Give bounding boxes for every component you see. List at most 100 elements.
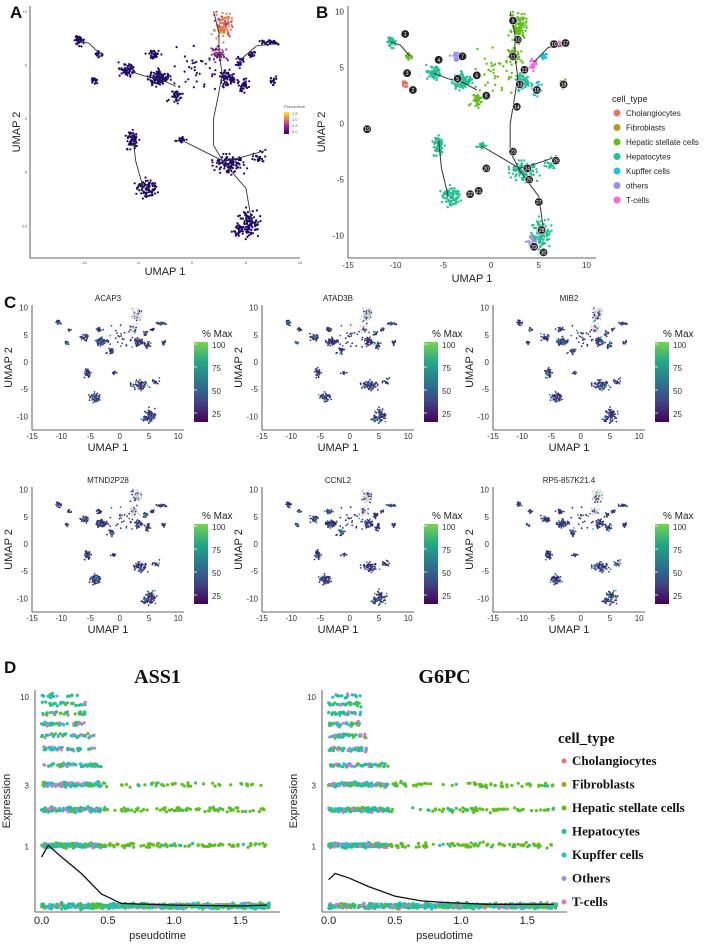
panel-c-point — [600, 336, 602, 339]
panel-c-point — [96, 575, 98, 578]
panel-b-y-tick: 10 — [335, 8, 344, 17]
panel-b-point — [438, 72, 441, 75]
panel-c-point — [320, 371, 323, 374]
panel-c-point — [583, 338, 586, 341]
panel-a-point — [238, 67, 241, 70]
panel-b-point — [528, 235, 532, 239]
panel-c-x-tick: 0 — [347, 432, 352, 441]
panel-c-x-tick: -15 — [487, 432, 499, 441]
panel-b-point — [483, 57, 486, 60]
panel-b-point — [532, 69, 535, 73]
panel-a-point — [234, 230, 237, 233]
panel-c-point — [612, 328, 615, 330]
panel-a-point — [242, 78, 245, 81]
panel-c-point — [563, 328, 565, 331]
panel-a-point — [172, 95, 176, 98]
panel-b-node-label: 3 — [406, 71, 409, 77]
panel-a-point — [152, 50, 155, 53]
panel-c-point — [565, 341, 568, 344]
panel-c-point — [615, 420, 618, 423]
panel-b-point — [548, 245, 551, 248]
panel-c-point — [286, 323, 289, 326]
panel-c-point — [370, 380, 373, 383]
panel-c-legend-tick: 75 — [212, 364, 221, 373]
panel-c-point — [613, 382, 616, 384]
panel-a-point — [215, 47, 218, 50]
panel-c-y-tick: -5 — [21, 385, 29, 394]
panel-b-point — [530, 172, 533, 176]
panel-c-point — [367, 313, 370, 315]
panel-a-point — [215, 13, 218, 16]
panel-c-x-tick: 5 — [147, 432, 152, 441]
panel-c-point — [364, 342, 367, 345]
panel-c-point — [379, 417, 381, 419]
panel-c-point — [109, 334, 112, 337]
panel-c-point — [133, 310, 136, 313]
panel-c-point — [365, 345, 368, 348]
panel-c-point — [599, 344, 602, 346]
panel-c-point — [59, 503, 62, 506]
panel-c-point — [605, 332, 608, 335]
panel-b-point — [410, 55, 414, 58]
panel-b-point — [405, 54, 408, 57]
panel-c-point — [375, 333, 377, 336]
panel-c-point — [141, 341, 143, 343]
panel-c-point — [596, 307, 599, 310]
panel-c-point — [84, 368, 87, 370]
panel-a-point — [141, 181, 145, 184]
panel-b-point — [434, 136, 437, 140]
panel-b-point — [425, 77, 429, 80]
panel-b-point — [517, 52, 520, 56]
panel-c-point — [385, 382, 388, 384]
panel-c-point — [586, 344, 589, 347]
panel-c-y-tick: 5 — [254, 331, 259, 340]
panel-b-point — [433, 141, 436, 144]
panel-c-point — [374, 418, 376, 421]
panel-a-point — [165, 78, 168, 81]
panel-c-point — [68, 329, 71, 332]
panel-b-point — [394, 43, 397, 46]
panel-a-point — [143, 184, 146, 187]
panel-a-point — [214, 54, 217, 57]
panel-a-point — [148, 184, 151, 188]
panel-a-point — [98, 55, 101, 58]
panel-a-point — [154, 192, 157, 195]
panel-c-point — [83, 372, 86, 375]
panel-b-point — [432, 74, 435, 77]
panel-c-x-tick: 0 — [578, 432, 583, 441]
panel-b-point — [494, 83, 497, 87]
panel-a-point — [238, 157, 241, 160]
panel-c-point — [601, 418, 604, 421]
panel-a-point — [248, 80, 251, 83]
panel-c-point — [552, 397, 555, 400]
panel-a-point — [174, 90, 177, 94]
panel-b-point — [439, 141, 442, 144]
panel-a-point — [237, 84, 240, 87]
panel-a-point — [181, 92, 184, 95]
panel-c-point — [582, 342, 585, 345]
panel-a-point — [225, 57, 228, 60]
panel-a-point — [243, 91, 246, 94]
panel-c-point — [100, 336, 103, 339]
panel-a-point — [215, 52, 218, 55]
panel-b-node-label: 29 — [531, 245, 537, 251]
panel-b-point — [507, 76, 511, 79]
panel-c-point — [361, 387, 363, 389]
panel-b-point — [521, 18, 525, 22]
panel-b-point — [521, 61, 524, 64]
panel-c-point — [97, 581, 100, 584]
panel-c-point — [388, 323, 391, 325]
panel-a-point — [258, 159, 261, 162]
panel-c-point — [140, 311, 143, 314]
panel-c-point — [548, 376, 551, 378]
panel-c-point — [110, 351, 113, 353]
panel-b-node-label: 12 — [522, 68, 528, 74]
panel-c-point — [137, 308, 140, 310]
panel-c-point — [93, 394, 96, 397]
panel-c-point — [112, 350, 115, 353]
panel-c-point — [359, 382, 362, 384]
panel-b-point — [525, 80, 529, 83]
panel-b-point — [491, 46, 494, 49]
panel-b-point — [518, 28, 521, 32]
panel-c-point — [391, 340, 394, 343]
